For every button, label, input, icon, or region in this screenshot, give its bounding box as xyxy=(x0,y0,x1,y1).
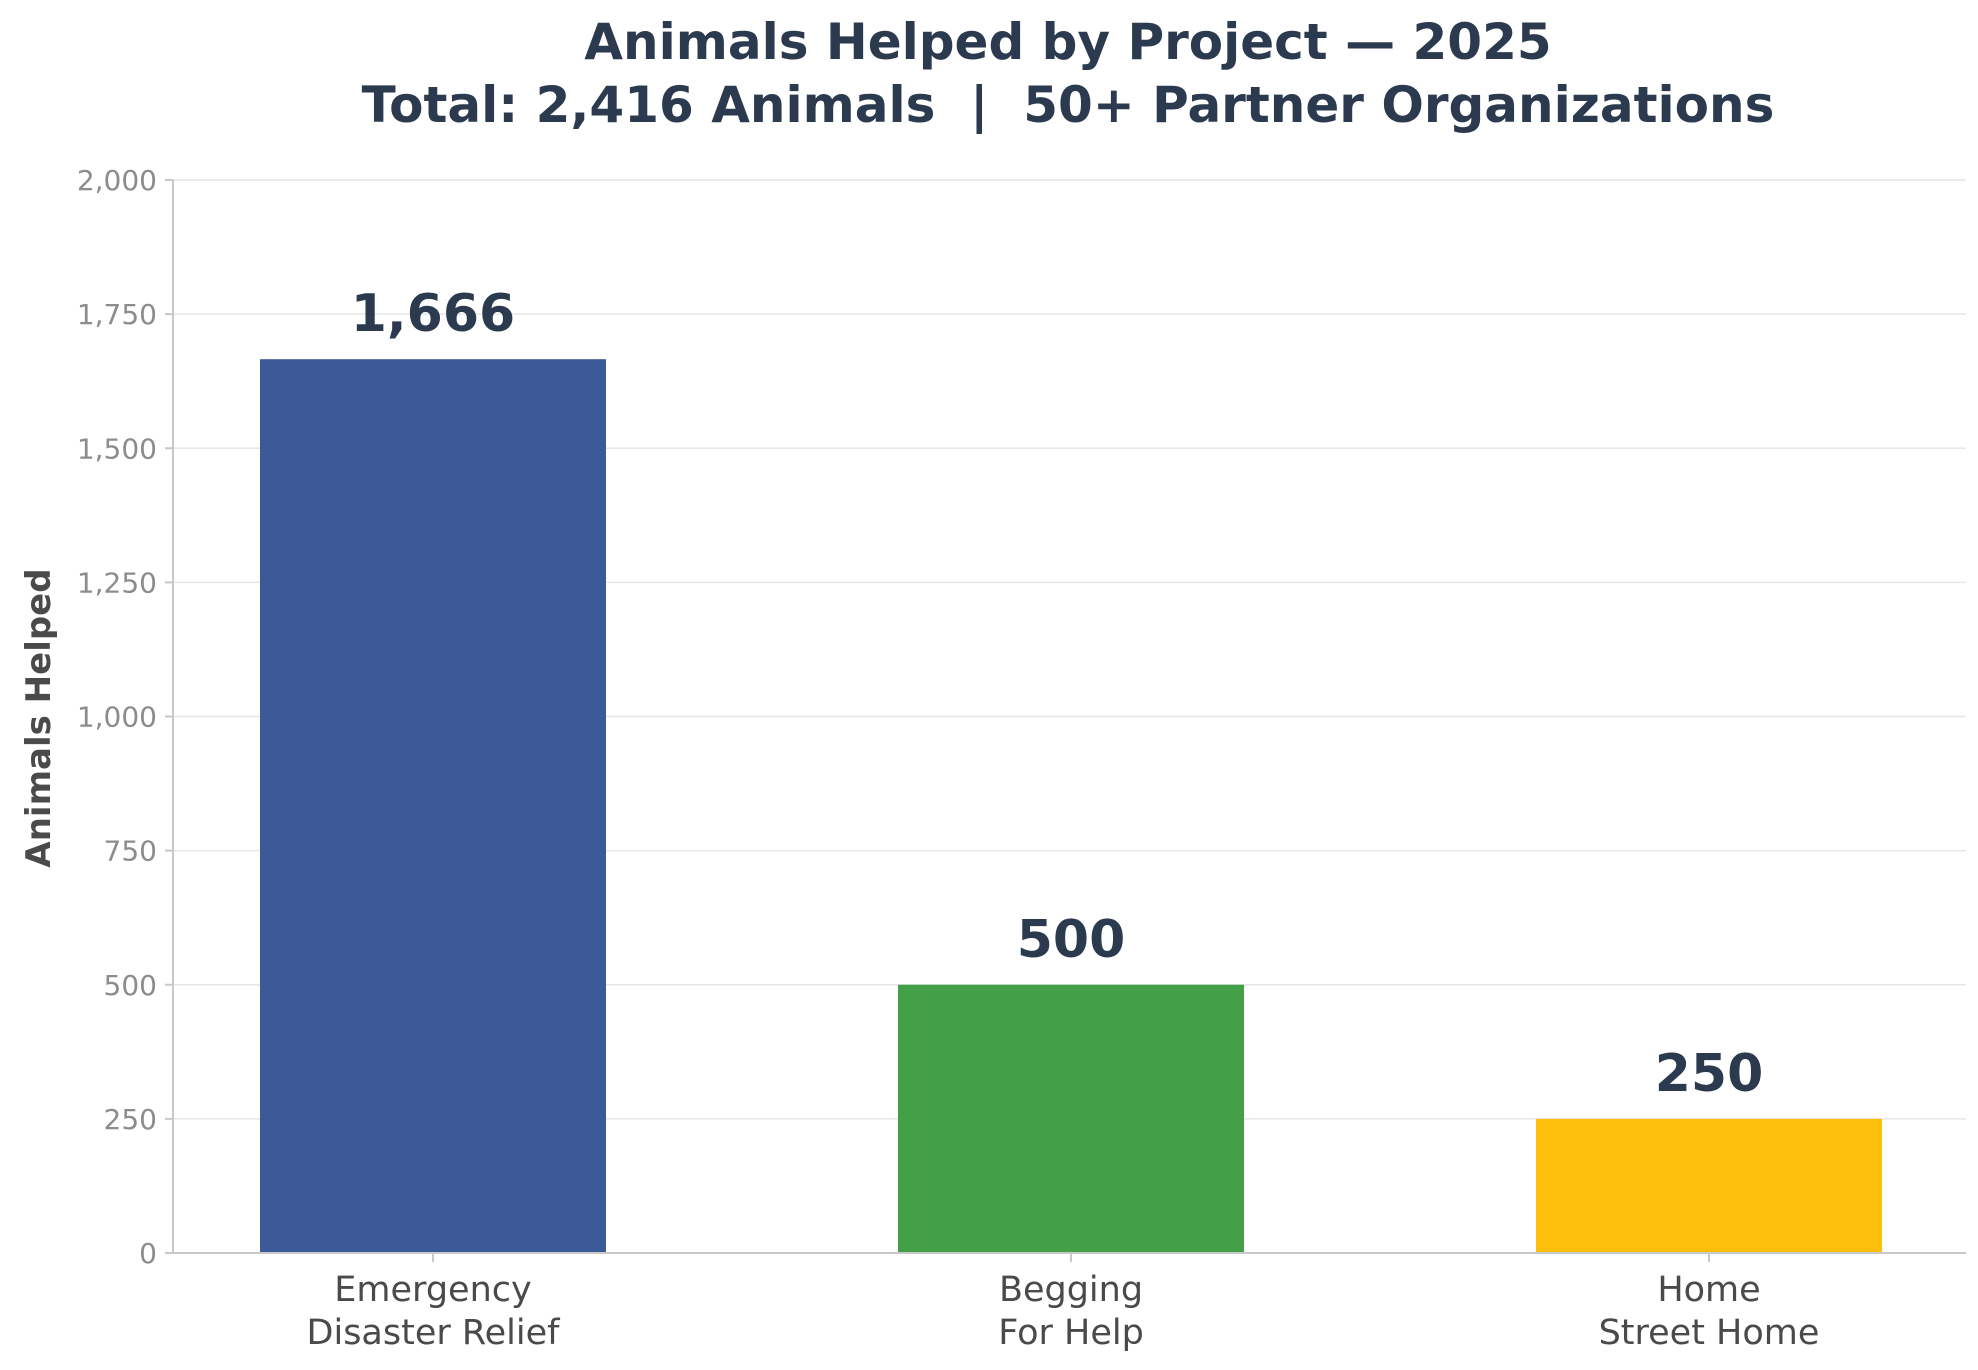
y-tick-label: 1,250 xyxy=(77,566,157,599)
y-tick-label: 2,000 xyxy=(77,164,157,197)
x-tick-label: Disaster Relief xyxy=(307,1313,561,1353)
bars xyxy=(260,359,1882,1253)
bar xyxy=(260,359,606,1253)
y-tick-label: 500 xyxy=(104,969,157,1002)
bar xyxy=(898,984,1244,1253)
y-tick-label: 1,000 xyxy=(77,701,157,734)
y-tick-label: 1,500 xyxy=(77,432,157,465)
bar-value-label: 1,666 xyxy=(351,284,515,344)
x-tick-label: Street Home xyxy=(1599,1313,1820,1353)
y-tick-label: 0 xyxy=(139,1237,157,1270)
data-labels: 1,666 500 250 xyxy=(351,284,1764,1104)
y-tick-label: 250 xyxy=(104,1103,157,1136)
y-tick-label: 1,750 xyxy=(77,298,157,331)
y-tick-label: 750 xyxy=(104,835,157,868)
y-axis-title: Animals Helped xyxy=(19,568,59,867)
chart-title: Animals Helped by Project — 2025 xyxy=(584,13,1551,71)
bar-value-label: 500 xyxy=(1017,910,1126,970)
x-tick-label: Home xyxy=(1657,1270,1760,1310)
bar-value-label: 250 xyxy=(1655,1044,1764,1104)
chart-subtitle: Total: 2,416 Animals | 50+ Partner Organ… xyxy=(362,76,1775,134)
x-tick-label: For Help xyxy=(998,1313,1144,1353)
y-axis-ticks: 0 250 500 750 1,000 1,250 1,500 1,750 2,000 xyxy=(77,164,173,1270)
x-tick-label: Begging xyxy=(999,1270,1143,1310)
bar xyxy=(1536,1118,1882,1253)
x-tick-label: Emergency xyxy=(334,1270,531,1310)
